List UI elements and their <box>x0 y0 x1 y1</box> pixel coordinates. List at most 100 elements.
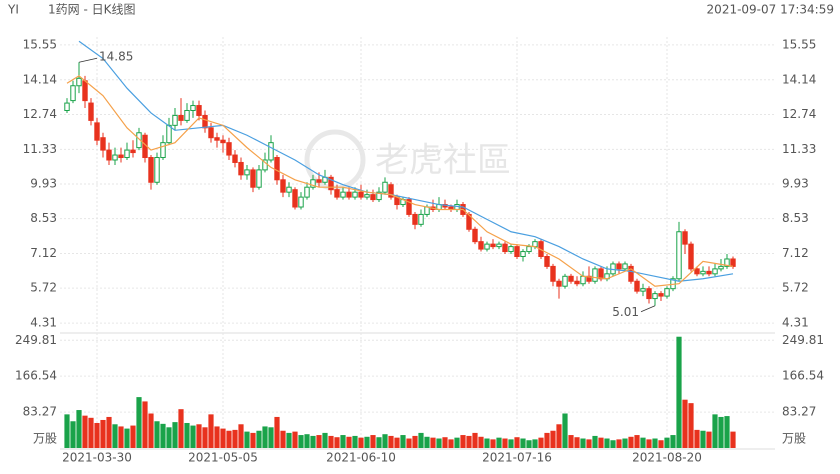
candle-body <box>268 142 274 161</box>
low-label: 5.01 <box>612 305 639 319</box>
volume-bar <box>238 424 244 448</box>
candle-body <box>418 213 424 225</box>
volume-bar <box>424 436 430 448</box>
volume-bar <box>208 414 214 448</box>
volume-bar <box>706 431 712 448</box>
volume-bar <box>556 424 562 448</box>
y-tick-label-right: 5.72 <box>782 281 809 295</box>
volume-bar <box>196 424 202 448</box>
volume-bar <box>478 436 484 448</box>
volume-bar <box>430 437 436 448</box>
candle-body <box>574 280 580 285</box>
candle-body <box>208 127 214 139</box>
candle-body <box>82 80 88 102</box>
volume-bar <box>526 440 532 448</box>
x-tick-label: 2021-06-10 <box>326 451 396 465</box>
volume-bar <box>586 439 592 448</box>
volume-bar <box>376 437 382 448</box>
volume-tick-label: 249.81 <box>15 333 57 347</box>
volume-bar <box>580 438 586 448</box>
x-tick-label: 2021-08-20 <box>632 451 702 465</box>
y-tick-label: 15.55 <box>23 37 57 51</box>
candle-body <box>406 199 412 215</box>
candle-body <box>580 275 586 285</box>
volume-bar <box>316 435 322 448</box>
volume-bar <box>358 437 364 448</box>
candle-body <box>340 191 346 198</box>
candle-body <box>598 268 604 280</box>
volume-bar <box>286 432 292 448</box>
candle-body <box>550 265 556 282</box>
volume-bar <box>562 413 568 448</box>
high-label: 14.85 <box>99 50 133 64</box>
watermark-logo <box>304 129 366 191</box>
volume-bar <box>394 437 400 448</box>
volume-bar <box>268 427 274 448</box>
volume-bar <box>112 424 118 448</box>
candle-body <box>562 275 568 287</box>
candle-body <box>190 105 196 111</box>
candle-body <box>316 179 322 183</box>
candle-body <box>160 142 166 159</box>
volume-bar <box>400 435 406 448</box>
candle-body <box>568 275 574 282</box>
volume-bar <box>670 435 676 448</box>
volume-bar <box>634 435 640 448</box>
volume-bar <box>412 435 418 448</box>
candle-body <box>634 280 640 292</box>
volume-bar <box>436 438 442 448</box>
volume-bar <box>484 438 490 448</box>
volume-bar <box>136 397 142 448</box>
volume-bar <box>466 435 472 448</box>
candle-body <box>514 246 520 258</box>
candle-body <box>640 288 646 292</box>
volume-bar <box>178 409 184 448</box>
y-tick-label-right: 15.55 <box>782 37 816 51</box>
volume-bar <box>388 435 394 448</box>
candle-body <box>148 157 154 183</box>
candle-body <box>178 114 184 121</box>
candle-body <box>706 270 712 275</box>
volume-bar <box>304 434 310 448</box>
volume-unit-right: 万股 <box>782 432 806 446</box>
candle-body <box>118 154 124 159</box>
volume-bar <box>148 413 154 448</box>
volume-bar <box>508 439 514 448</box>
y-tick-label-right: 7.12 <box>782 246 809 260</box>
candle-body <box>310 179 316 188</box>
candle-body <box>64 102 70 111</box>
candle-body <box>592 268 598 282</box>
candle-body <box>694 268 700 275</box>
volume-bar <box>250 432 256 448</box>
candle-body <box>346 191 352 198</box>
moving-average <box>78 40 734 282</box>
volume-bar <box>352 435 358 448</box>
volume-bar <box>448 439 454 448</box>
candle-body <box>652 293 658 300</box>
candle-body <box>172 114 178 126</box>
volume-bar <box>160 423 166 448</box>
volume-bar <box>310 435 316 448</box>
volume-bar <box>718 416 724 448</box>
volume-bar <box>442 437 448 448</box>
candle-body <box>478 241 484 250</box>
y-tick-label-right: 9.93 <box>782 176 809 190</box>
volume-tick-label-right: 83.27 <box>782 405 816 419</box>
symbol: YI <box>7 3 19 17</box>
candle-body <box>184 109 190 121</box>
candle-body <box>202 114 208 129</box>
y-tick-label: 5.72 <box>30 281 57 295</box>
candle-body <box>586 275 592 282</box>
candle-body <box>352 191 358 198</box>
volume-tick-label-right: 249.81 <box>782 333 824 347</box>
volume-bar <box>628 436 634 448</box>
volume-tick-label-right: 166.54 <box>782 369 824 383</box>
volume-bar <box>382 434 388 448</box>
volume-bar <box>694 429 700 448</box>
volume-bar <box>514 437 520 448</box>
volume-bar <box>664 437 670 448</box>
candle-body <box>106 149 112 161</box>
candle-body <box>526 246 532 253</box>
candle-body <box>124 149 130 159</box>
candle-body <box>502 243 508 253</box>
